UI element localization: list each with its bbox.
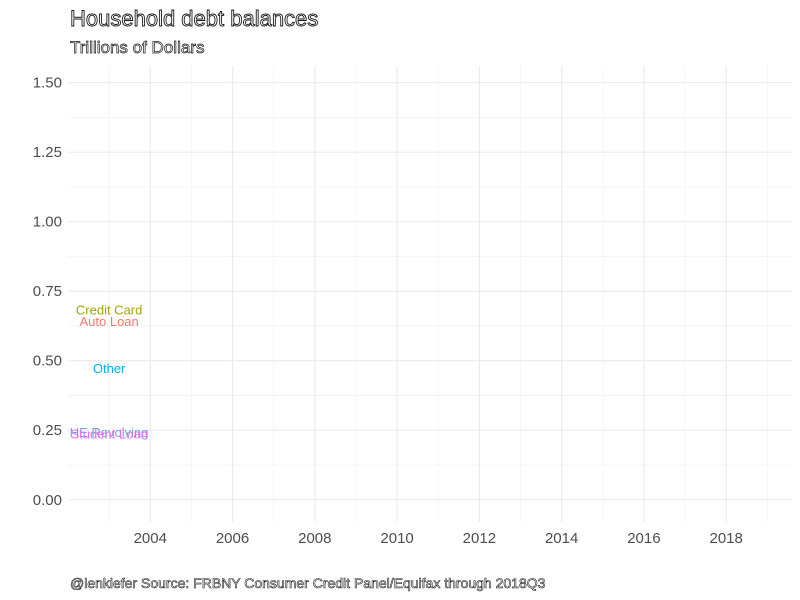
chart-subtitle: Trillions of Dollars <box>70 38 204 57</box>
y-tick-label: 1.00 <box>33 214 62 231</box>
x-tick-label: 2010 <box>380 530 413 547</box>
x-tick-label: 2014 <box>545 530 578 547</box>
x-axis: 2004 2006 2008 2010 2012 2014 2016 2018 <box>134 530 743 547</box>
x-tick-label: 2018 <box>709 530 742 547</box>
y-axis: 0.00 0.25 0.50 0.75 1.00 1.25 1.50 <box>33 75 62 509</box>
series-label: Student Loan <box>70 426 147 441</box>
series-label: Credit Card <box>76 303 142 318</box>
x-tick-label: 2006 <box>216 530 249 547</box>
grid-lines <box>68 66 792 522</box>
y-tick-label: 1.25 <box>33 144 62 161</box>
chart-caption: @lenkiefer Source: FRBNY Consumer Credit… <box>70 575 546 591</box>
y-tick-label: 1.50 <box>33 75 62 92</box>
x-tick-label: 2004 <box>134 530 167 547</box>
y-tick-label: 0.00 <box>33 492 62 509</box>
y-tick-label: 0.75 <box>33 283 62 300</box>
y-tick-label: 0.50 <box>33 353 62 370</box>
series-label: HE Revolving <box>70 425 149 440</box>
y-tick-label: 0.25 <box>33 422 62 439</box>
x-tick-label: 2008 <box>298 530 331 547</box>
series-label: Auto Loan <box>79 314 138 329</box>
chart-title: Household debt balances <box>70 6 318 31</box>
x-tick-label: 2012 <box>463 530 496 547</box>
x-tick-label: 2016 <box>627 530 660 547</box>
series-label: Other <box>93 361 126 376</box>
